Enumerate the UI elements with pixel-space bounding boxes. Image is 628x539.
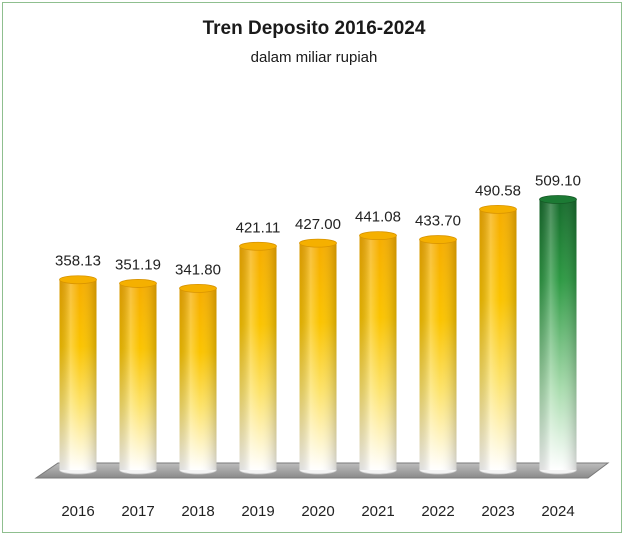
bar-2021 <box>359 231 397 475</box>
chart-title: Tren Deposito 2016-2024 <box>202 18 426 39</box>
bar-shading <box>59 279 97 470</box>
bar-cap <box>479 204 517 214</box>
value-label-2024: 509.10 <box>535 173 581 190</box>
bar-cap <box>239 241 277 251</box>
value-label-2018: 341.80 <box>175 261 221 278</box>
bar-cap <box>59 275 97 285</box>
bar-shading <box>539 199 577 470</box>
bar-shading <box>419 239 457 470</box>
bar-cap <box>539 195 577 204</box>
bar-shading <box>359 235 397 470</box>
bar-shading <box>179 288 217 470</box>
bar-shading <box>119 283 157 470</box>
bar-2023 <box>479 204 517 475</box>
value-label-2021: 441.08 <box>355 209 401 226</box>
x-tick-label-2018: 2018 <box>181 503 214 520</box>
bar-2022 <box>419 235 457 475</box>
bar-shading <box>479 209 517 470</box>
x-tick-label-2023: 2023 <box>481 503 514 520</box>
x-tick-label-2019: 2019 <box>241 503 274 520</box>
x-tick-label-2017: 2017 <box>121 503 154 520</box>
x-tick-label-2021: 2021 <box>361 503 394 520</box>
bar-2016 <box>59 275 97 475</box>
bar-2017 <box>119 279 157 475</box>
bar-cap <box>119 279 157 288</box>
x-tick-label-2022: 2022 <box>421 503 454 520</box>
x-tick-label-2016: 2016 <box>61 503 94 520</box>
chart-subtitle: dalam miliar rupiah <box>250 49 378 66</box>
bar-2019 <box>239 241 277 475</box>
bar-cap <box>179 284 217 293</box>
x-tick-label-2020: 2020 <box>301 503 334 520</box>
value-label-2023: 490.58 <box>475 182 521 199</box>
bar-shading <box>239 246 277 470</box>
x-tick-label-2024: 2024 <box>541 503 574 520</box>
value-label-2022: 433.70 <box>415 213 461 230</box>
bar-2020 <box>299 238 337 475</box>
bar-2024 <box>539 195 577 475</box>
bar-cap <box>359 231 397 241</box>
value-label-2017: 351.19 <box>115 256 161 273</box>
value-label-2016: 358.13 <box>55 253 101 270</box>
value-label-2020: 427.00 <box>295 216 341 233</box>
bar-cap <box>419 235 457 244</box>
bar-cap <box>299 238 337 248</box>
value-label-2019: 421.11 <box>236 219 281 236</box>
bar-shading <box>299 243 337 470</box>
bar-2018 <box>179 284 217 475</box>
